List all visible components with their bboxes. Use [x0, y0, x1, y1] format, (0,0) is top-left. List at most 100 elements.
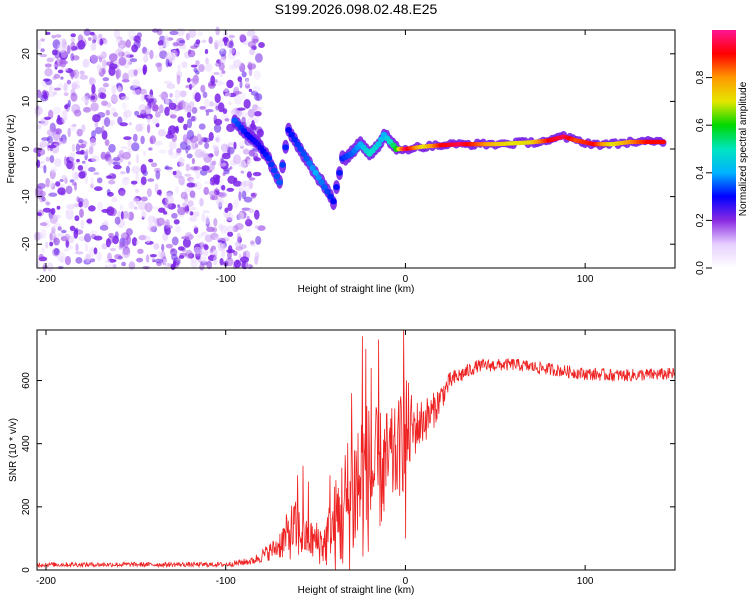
noise-blob: [39, 190, 46, 197]
noise-blob: [37, 212, 42, 217]
noise-blob: [154, 183, 159, 193]
noise-blob: [204, 48, 209, 55]
noise-blob: [240, 92, 246, 99]
noise-blob: [54, 158, 62, 167]
noise-blob: [219, 72, 223, 78]
x-tick-label: 100: [577, 274, 594, 285]
noise-blob: [202, 243, 208, 248]
noise-blob: [49, 232, 53, 241]
x-tick-label: -100: [216, 274, 236, 285]
noise-blob: [45, 177, 50, 188]
ridge-cell: [288, 131, 295, 138]
noise-blob: [183, 123, 188, 131]
noise-blob: [233, 95, 242, 105]
noise-blob: [178, 40, 186, 44]
noise-blob: [182, 134, 188, 143]
noise-blob: [96, 177, 103, 184]
x-tick-label: 100: [577, 576, 594, 587]
noise-blob: [209, 101, 214, 107]
spectrogram-y-ticks: -20 -10 0 10 20: [21, 48, 675, 252]
noise-blob: [149, 97, 157, 105]
noise-blob: [91, 130, 96, 139]
noise-blob: [88, 205, 96, 212]
ridge-cell: [324, 188, 331, 195]
y-tick-label: 400: [21, 435, 32, 452]
noise-blob: [252, 171, 262, 177]
noise-blob: [120, 211, 124, 220]
noise-blob: [158, 44, 164, 51]
noise-blob: [158, 93, 166, 98]
noise-blob: [155, 170, 161, 180]
noise-blob: [208, 36, 213, 44]
noise-blob: [248, 149, 255, 157]
noise-blob: [71, 104, 78, 110]
noise-blob: [194, 92, 201, 103]
noise-blob: [198, 140, 203, 145]
noise-blob: [243, 99, 251, 109]
noise-blob: [204, 98, 210, 108]
colorbar-tick-label: 0.6: [695, 118, 706, 132]
noise-blob: [121, 261, 126, 267]
ridge-cell: [294, 141, 301, 148]
noise-blob: [191, 206, 197, 211]
y-tick-label: 0: [21, 567, 32, 573]
noise-blob: [80, 219, 85, 230]
noise-blob: [111, 85, 117, 95]
ridge-cell: [271, 167, 278, 174]
noise-blob: [102, 68, 106, 75]
y-tick-label: 200: [21, 498, 32, 515]
noise-blob: [69, 179, 75, 183]
noise-blob: [90, 42, 97, 51]
noise-blob: [205, 109, 214, 113]
noise-blob: [142, 66, 147, 76]
noise-blob: [177, 204, 181, 208]
noise-blob: [225, 257, 234, 267]
noise-blob: [67, 208, 74, 217]
noise-blob: [250, 193, 257, 199]
noise-blob: [188, 29, 197, 39]
noise-blob: [257, 225, 266, 231]
noise-blob: [123, 136, 132, 141]
noise-blob: [240, 256, 249, 264]
noise-blob: [45, 201, 51, 206]
noise-blob: [129, 35, 135, 41]
noise-blob: [164, 106, 171, 117]
y-tick-label: -20: [21, 237, 32, 252]
noise-blob: [174, 89, 181, 99]
noise-blob: [219, 243, 226, 251]
noise-blob: [61, 175, 67, 180]
noise-blob: [48, 192, 58, 197]
noise-blob: [229, 47, 236, 55]
noise-blob: [161, 243, 165, 252]
noise-blob: [55, 34, 62, 38]
noise-blob: [123, 210, 129, 220]
ridge-cell: [279, 161, 286, 168]
noise-blob: [106, 175, 112, 179]
noise-blob: [134, 110, 140, 116]
spectrogram-y-axis-label: Frequency (Hz): [6, 115, 17, 184]
noise-blob: [144, 235, 151, 244]
noise-blob: [216, 197, 224, 208]
noise-blob: [81, 124, 86, 132]
noise-blob: [75, 143, 80, 153]
noise-blob: [199, 241, 205, 249]
noise-blob: [248, 177, 256, 181]
noise-blob: [191, 157, 195, 165]
noise-blob: [114, 231, 119, 239]
noise-blob: [97, 92, 105, 99]
noise-blob: [200, 84, 206, 93]
ridge-cell: [276, 179, 283, 186]
noise-blob: [173, 219, 180, 225]
noise-blob: [202, 210, 210, 214]
noise-blob: [247, 108, 256, 118]
noise-blob: [196, 133, 202, 142]
noise-blob: [195, 181, 202, 191]
noise-blob: [70, 41, 76, 52]
x-tick-label: -200: [36, 576, 56, 587]
noise-blob: [94, 186, 103, 192]
noise-blob: [237, 211, 245, 220]
noise-blob: [187, 77, 191, 83]
noise-blob: [186, 182, 195, 188]
noise-blob: [187, 200, 194, 207]
noise-blob: [181, 61, 188, 69]
